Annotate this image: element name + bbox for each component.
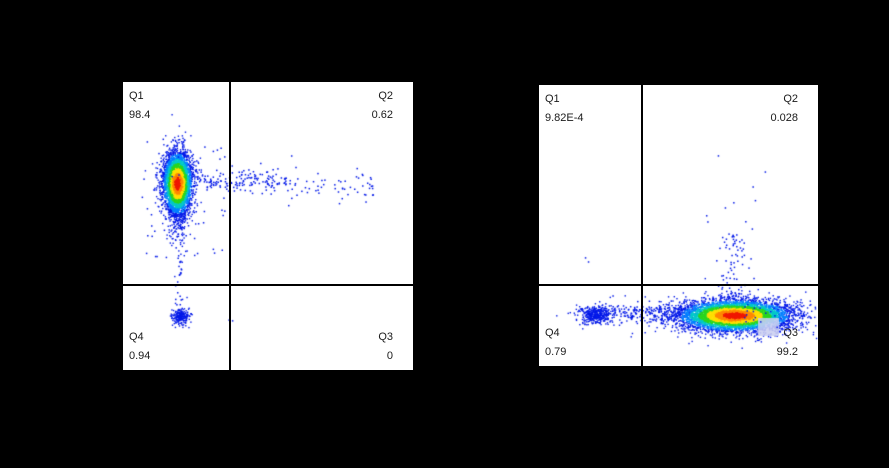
quadrant-gate-vertical-line[interactable]	[229, 82, 231, 370]
quadrant-name: Q4	[129, 331, 144, 343]
quadrant-gate-vertical-line[interactable]	[641, 85, 643, 366]
quadrant-gate-horizontal-line[interactable]	[123, 284, 413, 286]
quadrant-label-q4: Q4 0.94	[129, 328, 150, 366]
quadrant-plot-right: Q1 9.82E-4 Q2 0.028 Q3 99.2 Q4 0.79	[537, 83, 820, 368]
quadrant-plot-left: Q1 98.4 Q2 0.62 Q3 0 Q4 0.94	[121, 80, 415, 372]
scatter-density-canvas[interactable]	[123, 82, 413, 370]
quadrant-percentage: 99.2	[776, 346, 798, 358]
quadrant-percentage: 0.028	[770, 112, 798, 124]
quadrant-name: Q1	[129, 90, 144, 102]
quadrant-percentage: 0.62	[371, 109, 393, 121]
quadrant-name: Q1	[545, 93, 560, 105]
quadrant-percentage: 0	[386, 350, 393, 362]
quadrant-label-q4: Q4 0.79	[545, 324, 566, 362]
quadrant-name: Q4	[545, 327, 560, 339]
quadrant-percentage: 0.94	[129, 350, 151, 362]
quadrant-gate-horizontal-line[interactable]	[539, 284, 818, 286]
quadrant-label-q3: Q3 0	[378, 328, 393, 366]
quadrant-name: Q2	[378, 90, 393, 102]
quadrant-label-q2: Q2 0.028	[770, 90, 798, 128]
quadrant-name: Q3	[378, 331, 393, 343]
quadrant-percentage: 9.82E-4	[545, 112, 584, 124]
quadrant-name: Q3	[783, 327, 798, 339]
quadrant-label-q3: Q3 99.2	[777, 324, 798, 362]
quadrant-label-q1: Q1 98.4	[129, 87, 150, 125]
scatter-density-canvas[interactable]	[539, 85, 818, 366]
quadrant-label-q2: Q2 0.62	[372, 87, 393, 125]
quadrant-percentage: 98.4	[129, 109, 151, 121]
quadrant-name: Q2	[783, 93, 798, 105]
quadrant-label-q1: Q1 9.82E-4	[545, 90, 584, 128]
quadrant-percentage: 0.79	[545, 346, 567, 358]
